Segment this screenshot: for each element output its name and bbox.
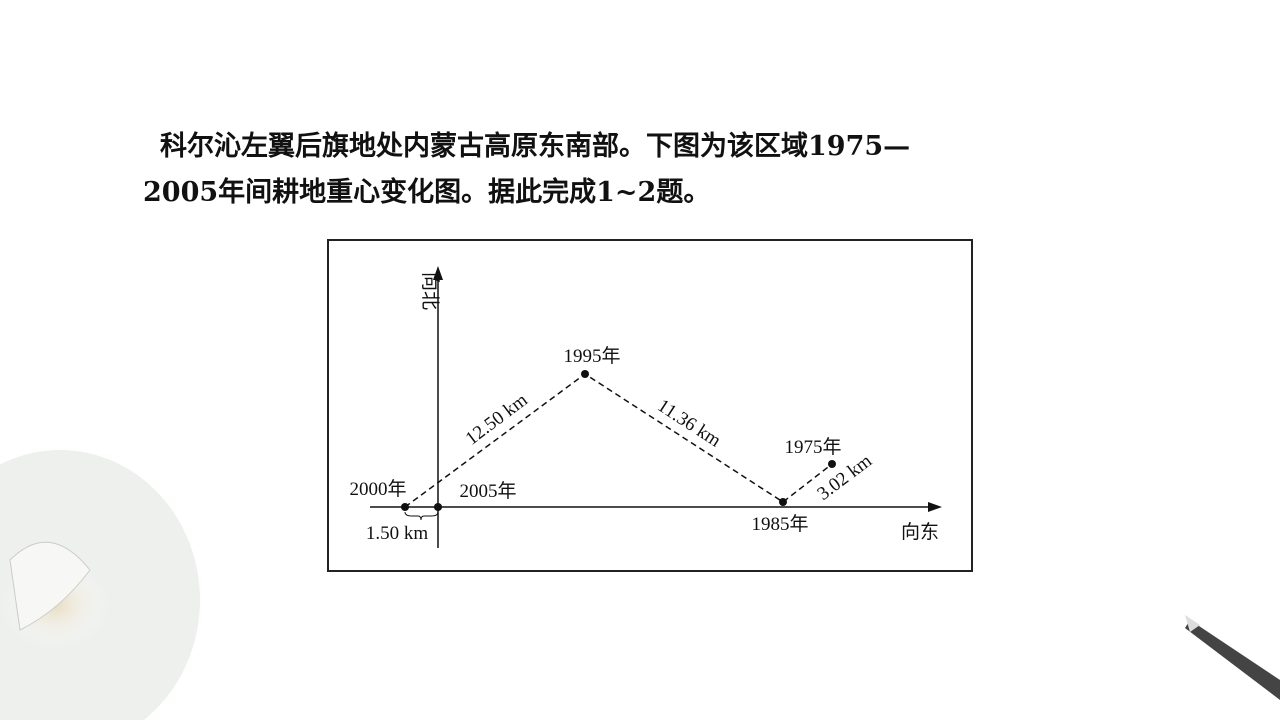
brush-tip [1185,615,1200,632]
arrow [928,502,942,512]
point-label: 1985年 [751,513,808,535]
point [581,370,589,378]
bracket [404,511,439,521]
point [779,498,787,506]
point-label: 2000年 [349,478,406,500]
petal [9,541,91,631]
question-line: 2005年间耕地重心变化图。据此完成1~2题。 [143,177,711,208]
point [828,460,836,468]
arrow [433,266,443,280]
point-label: 1995年 [563,345,620,367]
axis-label: 向北 [419,272,441,310]
brush [1185,620,1280,700]
point [401,503,409,511]
axis-label: 向东 [901,521,939,543]
point-label: 1975年 [784,436,841,458]
question-line: 科尔沁左翼后旗地处内蒙古高原东南部。下图为该区域1975— [160,131,911,162]
point [434,503,442,511]
distance-label: 1.50 km [366,523,429,544]
point-label: 2005年 [459,480,516,502]
path [404,373,833,508]
